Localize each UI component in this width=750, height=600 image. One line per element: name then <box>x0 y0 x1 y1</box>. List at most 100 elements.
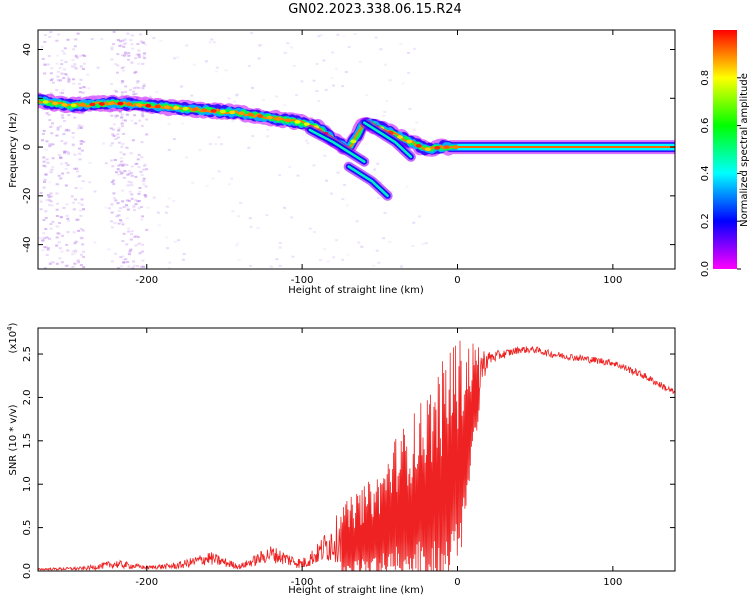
spectrogram-noise-cell <box>79 140 83 143</box>
spectrogram-noise-cell <box>142 84 146 87</box>
spectrogram-noise-cell <box>49 31 53 34</box>
spectrogram-noise-cell <box>121 39 125 42</box>
spectrogram-noise-cell <box>152 196 156 199</box>
spectrogram-noise-cell <box>127 54 131 57</box>
spectrogram-noise-cell <box>265 214 269 217</box>
spectrogram-noise-cell <box>266 128 270 131</box>
spectrogram-noise-cell <box>330 77 334 80</box>
spectrogram-noise-cell <box>412 221 416 224</box>
spectrogram-noise-cell <box>50 67 54 70</box>
spectrogram-noise-cell <box>341 258 345 261</box>
spectrogram-noise-cell <box>247 146 251 149</box>
spectrogram-noise-cell <box>49 261 53 264</box>
spectrogram-noise-cell <box>120 67 124 70</box>
spectrogram-noise-cell <box>142 180 146 183</box>
spectrogram-noise-cell <box>323 154 327 157</box>
spectrogram-noise-cell <box>112 123 116 126</box>
spectrogram-noise-cell <box>47 196 51 199</box>
spectrogram-noise-cell <box>74 240 78 243</box>
spectrogram-noise-cell <box>90 37 94 40</box>
spectrogram-noise-cell <box>49 192 53 195</box>
spectrogram-noise-cell <box>237 259 241 262</box>
spectrogram-branch <box>363 121 413 159</box>
spectrogram-noise-cell <box>112 192 116 195</box>
snr-multiplier: (x104) <box>6 322 19 353</box>
spectrogram-noise-cell <box>130 61 134 64</box>
spectrogram-noise-cell <box>71 58 75 61</box>
spectrogram-noise-cell <box>283 104 287 107</box>
spectrogram-noise-cell <box>167 148 171 151</box>
spectrogram-noise-cell <box>139 170 143 173</box>
spectrogram-noise-cell <box>329 192 333 195</box>
snr-multiplier-exp: 4 <box>6 326 14 331</box>
spectrogram-noise-cell <box>72 48 76 51</box>
spectrogram-noise-cell <box>64 130 68 133</box>
spectrogram-noise-cell <box>137 54 141 57</box>
spectrogram-noise-cell <box>117 173 121 176</box>
spectrogram-noise-cell <box>44 216 48 219</box>
spectrogram-noise-cell <box>141 87 145 90</box>
snr-content <box>38 340 675 571</box>
spectrogram-noise-cell <box>198 149 202 152</box>
spectrogram-noise-cell <box>239 201 243 204</box>
spectrogram-noise-cell <box>143 164 147 167</box>
spectrogram-noise-cell <box>145 228 149 231</box>
spectrogram-noise-cell <box>122 261 126 264</box>
spectrogram-noise-cell <box>141 115 145 118</box>
spectrogram-noise-cell <box>126 208 130 211</box>
spectrogram-noise-cell <box>64 61 68 64</box>
spectrogram-noise-cell <box>308 227 312 230</box>
spectrogram-noise-cell <box>112 183 116 186</box>
snr-y-ticks: 0.0 0.5 1.0 1.5 2.0 2.5 <box>22 346 675 579</box>
spectrogram-noise-cell <box>137 53 141 56</box>
spectrogram-noise-cell <box>141 62 145 65</box>
spectrogram-noise-cell <box>96 66 100 69</box>
spectrogram-noise-cell <box>143 57 147 60</box>
spectrogram-noise-cell <box>65 243 69 246</box>
spectrogram-peak <box>424 147 431 152</box>
spectrogram-noise-cell <box>66 230 70 233</box>
spectrogram-y-tick-label: -40 <box>22 236 33 252</box>
spectrogram-noise-cell <box>364 142 368 145</box>
spectrogram-noise-cell <box>138 119 142 122</box>
spectrogram-noise-cell <box>167 197 171 200</box>
spectrogram-noise-cell <box>72 208 76 211</box>
spectrogram-noise-cell <box>128 88 132 91</box>
spectrogram-noise-cell <box>112 43 116 46</box>
spectrogram-noise-cell <box>260 43 264 46</box>
spectrogram-noise-cell <box>110 114 114 117</box>
spectrogram-noise-cell <box>43 40 47 43</box>
spectrogram-noise-cell <box>407 71 411 74</box>
spectrogram-noise-cell <box>55 236 59 239</box>
spectrogram-noise-cell <box>217 170 221 173</box>
spectrogram-noise-cell <box>112 134 116 137</box>
spectrogram-noise-cell <box>127 199 131 202</box>
spectrogram-noise-cell <box>67 152 71 155</box>
spectrogram-noise-cell <box>125 199 129 202</box>
spectrogram-noise-cell <box>48 143 52 146</box>
spectrogram-noise-cell <box>133 235 137 238</box>
spectrogram-noise-cell <box>113 158 117 161</box>
spectrogram-noise-cell <box>137 62 141 65</box>
spectrogram-noise-cell <box>334 239 338 242</box>
spectrogram-noise-cell <box>204 60 208 63</box>
snr-panel: -200 -100 0 100 0.0 0.5 1.0 1.5 2.0 2.5 Height o… <box>6 322 676 596</box>
spectrogram-noise-cell <box>120 80 124 83</box>
spectrogram-noise-cell <box>177 239 181 242</box>
spectrogram-peak <box>229 110 236 115</box>
spectrogram-noise-cell <box>44 173 48 176</box>
spectrogram-noise-cell <box>118 169 122 172</box>
spectrogram-noise-cell <box>57 241 61 244</box>
spectrogram-noise-cell <box>117 129 121 132</box>
spectrogram-noise-cell <box>71 136 75 139</box>
spectrogram-noise-cell <box>111 165 115 168</box>
spectrogram-noise-cell <box>45 112 49 115</box>
spectrogram-noise-cell <box>63 47 67 50</box>
spectrogram-peak <box>135 103 142 107</box>
spectrogram-noise-cell <box>113 89 117 92</box>
spectrogram-noise-cell <box>127 180 131 183</box>
spectrogram-noise-cell <box>63 152 67 155</box>
spectrogram-noise-cell <box>46 248 50 251</box>
spectrogram-noise-cell <box>114 116 118 119</box>
spectrogram-noise-cell <box>326 260 330 263</box>
